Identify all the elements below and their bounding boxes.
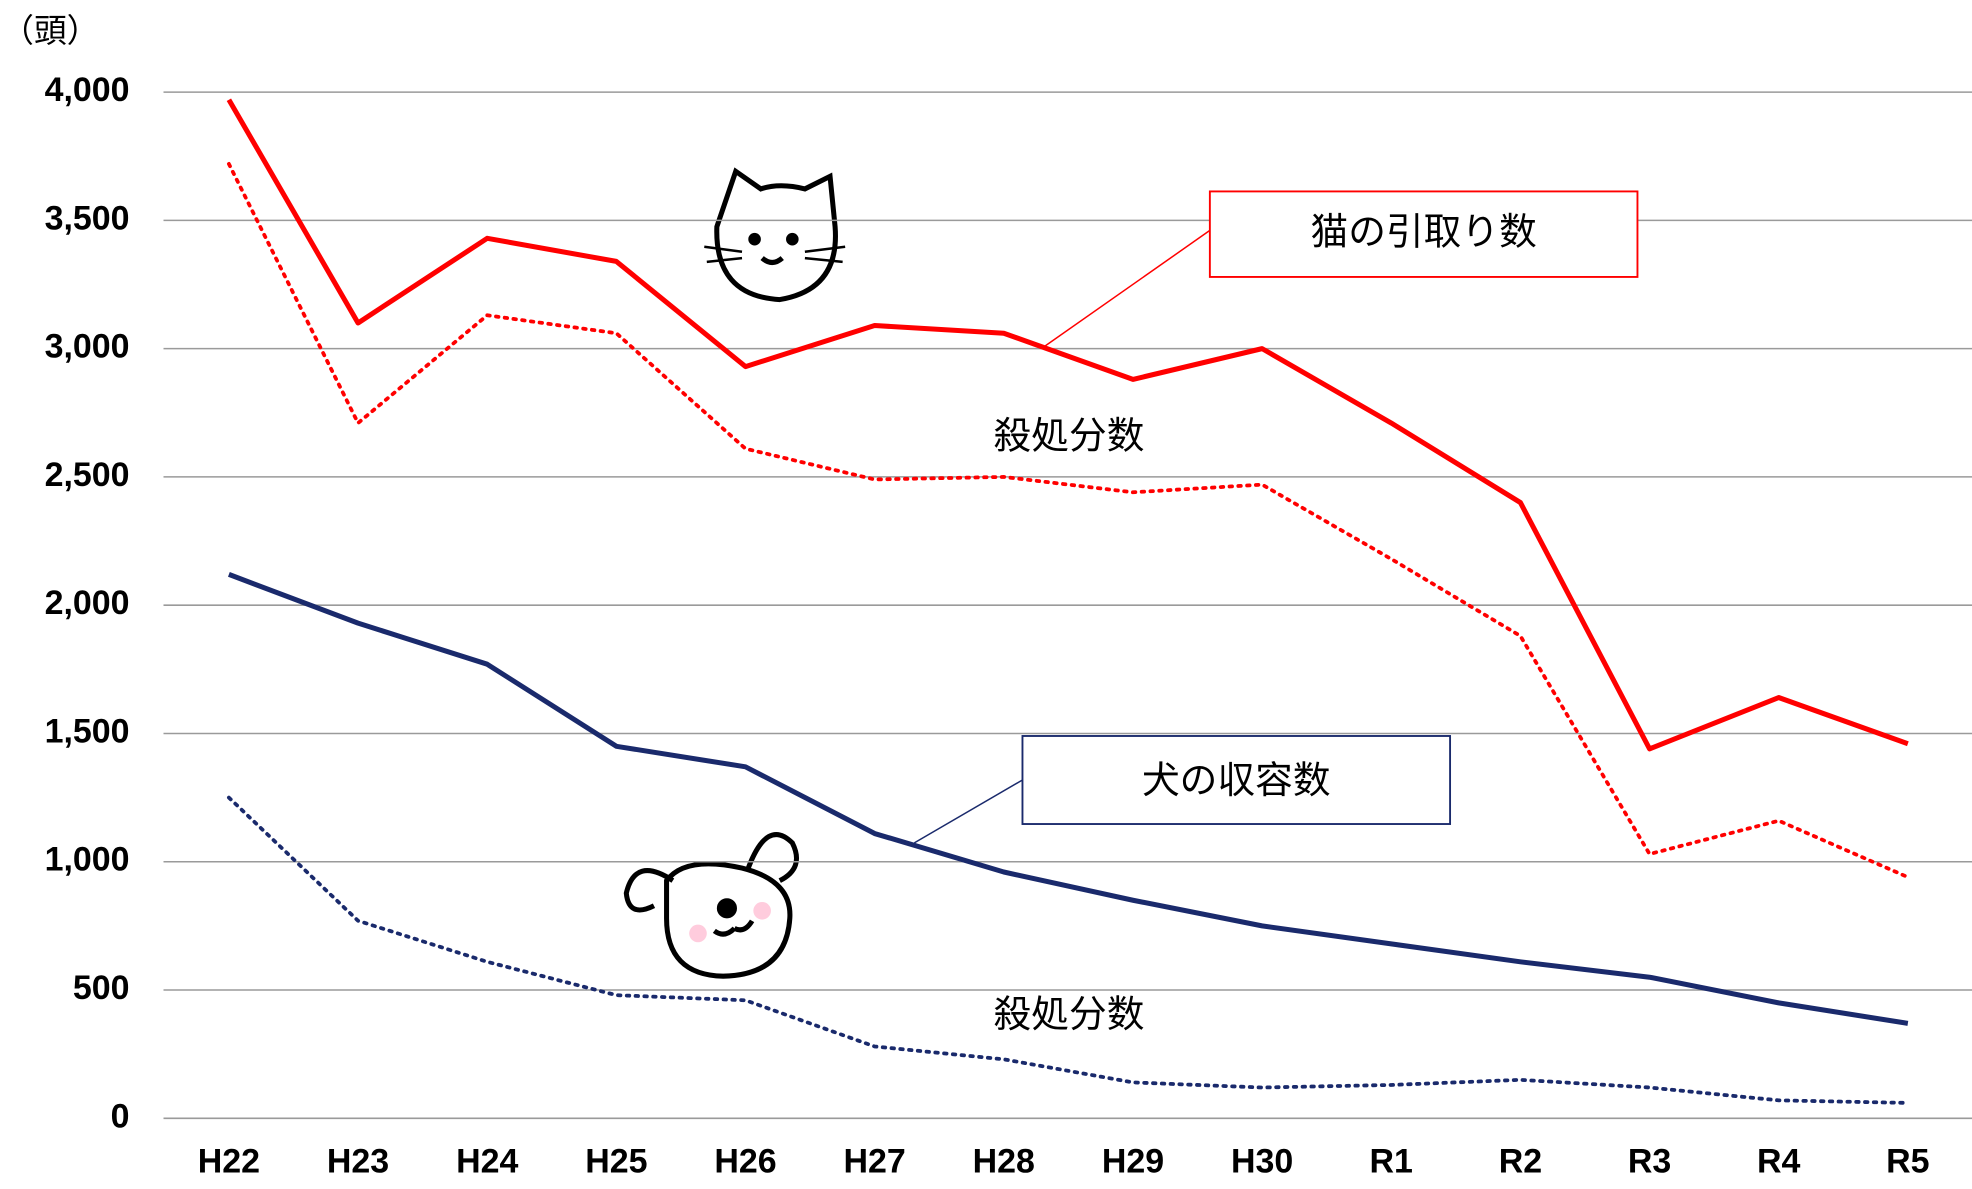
y-tick-label: 4,000 <box>45 71 130 109</box>
y-tick-label: 2,500 <box>45 456 130 494</box>
chart: （頭） 0 500 1,000 1,500 2,000 2,500 3,000 3,500 4,… <box>0 0 1972 1189</box>
x-tick-label: R5 <box>1886 1143 1929 1181</box>
series-label: 犬の収容数 <box>1142 758 1331 802</box>
leader-line <box>1041 230 1210 348</box>
x-tick-label: R1 <box>1370 1143 1413 1181</box>
series-label: 殺処分数 <box>994 992 1145 1036</box>
x-tick-label: H30 <box>1231 1143 1293 1181</box>
x-tick-label: R2 <box>1499 1143 1542 1181</box>
dotted-line <box>229 798 1908 1103</box>
cat-icon <box>704 171 845 299</box>
y-tick-label: 3,500 <box>45 199 130 237</box>
x-tick-label: H28 <box>973 1143 1035 1181</box>
y-tick-label: 2,000 <box>45 584 130 622</box>
y-tick-label: 500 <box>73 969 130 1007</box>
x-tick-label: R3 <box>1628 1143 1671 1181</box>
x-tick-label: H25 <box>585 1143 647 1181</box>
x-tick-label: H24 <box>456 1143 518 1181</box>
leader-line <box>914 780 1022 843</box>
y-axis-label: （頭） <box>1 12 99 50</box>
y-tick-label: 3,000 <box>45 328 130 366</box>
x-tick-label: H27 <box>844 1143 906 1181</box>
y-tick-label: 1,000 <box>45 841 130 879</box>
x-tick-label: R4 <box>1757 1143 1801 1181</box>
y-tick-label: 1,500 <box>45 712 130 750</box>
series-label: 猫の引取り数 <box>1310 210 1536 254</box>
y-tick-label: 0 <box>111 1097 130 1135</box>
x-tick-label: H29 <box>1102 1143 1164 1181</box>
series-label: 殺処分数 <box>994 413 1145 457</box>
x-tick-label: H23 <box>327 1143 389 1181</box>
x-tick-label: H22 <box>198 1143 260 1181</box>
dog-icon <box>626 835 796 977</box>
x-tick-label: H26 <box>714 1143 776 1181</box>
